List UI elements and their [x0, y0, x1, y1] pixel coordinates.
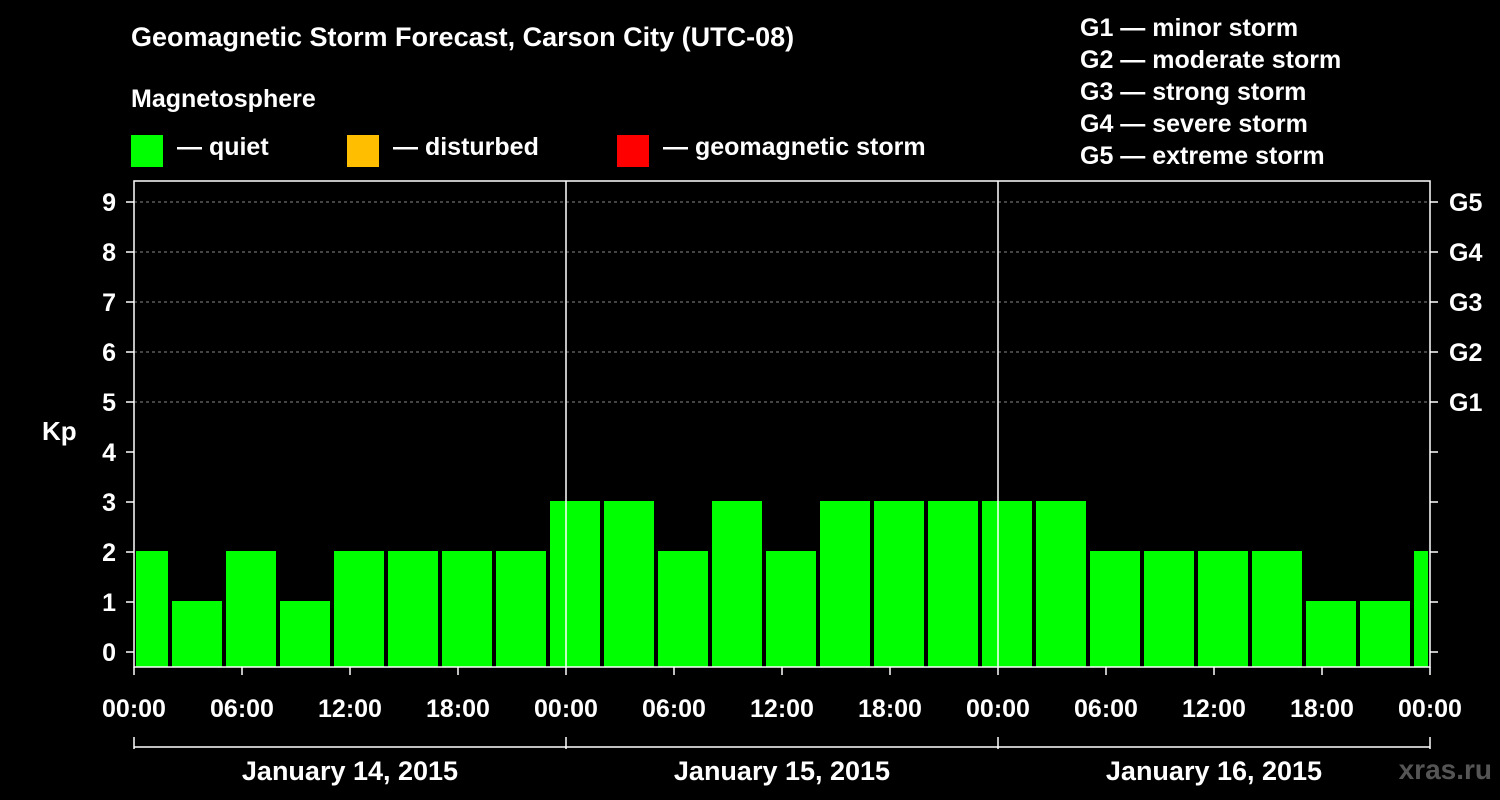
kp-bar — [280, 601, 330, 667]
kp-bar — [136, 551, 168, 667]
y-axis-label: Kp — [42, 416, 77, 446]
x-tick-label: 00:00 — [102, 695, 166, 723]
kp-bar — [550, 501, 600, 667]
kp-bar — [1414, 551, 1428, 667]
legend-label-quiet: — quiet — [177, 133, 269, 161]
y-tick-label: 9 — [102, 189, 116, 217]
legend-swatch-quiet — [131, 135, 163, 167]
y-tick-label: 0 — [102, 639, 116, 667]
y-tick-label: 4 — [102, 439, 116, 467]
legend-swatch-disturbed — [347, 135, 379, 167]
g-scale-g1: G1 — minor storm — [1080, 14, 1299, 42]
kp-bar — [658, 551, 708, 667]
kp-bar — [1144, 551, 1194, 667]
g-level-label: G1 — [1449, 389, 1482, 417]
kp-bar — [442, 551, 492, 667]
x-tick-label: 06:00 — [642, 695, 706, 723]
kp-bar — [388, 551, 438, 667]
x-tick-label: 00:00 — [1398, 695, 1462, 723]
x-tick-label: 06:00 — [1074, 695, 1138, 723]
kp-bar — [496, 551, 546, 667]
g-scale-g5: G5 — extreme storm — [1080, 142, 1325, 170]
day-label: January 15, 2015 — [674, 756, 890, 786]
x-tick-label: 00:00 — [966, 695, 1030, 723]
x-tick-label: 18:00 — [426, 695, 490, 723]
g-scale-g3: G3 — strong storm — [1080, 78, 1307, 106]
legend-label-disturbed: — disturbed — [393, 133, 539, 161]
y-tick-label: 2 — [102, 539, 116, 567]
kp-bar — [928, 501, 978, 667]
x-tick-label: 12:00 — [1182, 695, 1246, 723]
x-tick-label: 12:00 — [750, 695, 814, 723]
kp-bar — [334, 551, 384, 667]
kp-bar — [982, 501, 1032, 667]
chart-title: Geomagnetic Storm Forecast, Carson City … — [131, 22, 795, 52]
day-label: January 16, 2015 — [1106, 756, 1322, 786]
y-tick-label: 3 — [102, 489, 116, 517]
legend-label-storm: — geomagnetic storm — [663, 133, 926, 161]
kp-bar — [1036, 501, 1086, 667]
legend-swatch-storm — [617, 135, 649, 167]
y-tick-label: 6 — [102, 339, 116, 367]
y-tick-label: 1 — [102, 589, 116, 617]
g-scale-g4: G4 — severe storm — [1080, 110, 1308, 138]
g-level-label: G4 — [1449, 239, 1482, 267]
y-tick-label: 7 — [102, 289, 116, 317]
day-label: January 14, 2015 — [242, 756, 458, 786]
x-tick-label: 18:00 — [858, 695, 922, 723]
x-tick-label: 00:00 — [534, 695, 598, 723]
kp-bar — [1090, 551, 1140, 667]
kp-bar — [1360, 601, 1410, 667]
kp-bar — [766, 551, 816, 667]
magnetosphere-label: Magnetosphere — [131, 85, 316, 113]
kp-bar — [712, 501, 762, 667]
g-level-label: G5 — [1449, 189, 1482, 217]
x-tick-label: 18:00 — [1290, 695, 1354, 723]
kp-bar — [226, 551, 276, 667]
y-tick-label: 8 — [102, 239, 116, 267]
kp-bar — [1198, 551, 1248, 667]
kp-bar — [172, 601, 222, 667]
y-tick-label: 5 — [102, 389, 116, 417]
x-tick-label: 06:00 — [210, 695, 274, 723]
kp-bar — [1306, 601, 1356, 667]
kp-bar — [874, 501, 924, 667]
g-level-label: G2 — [1449, 339, 1482, 367]
x-tick-label: 12:00 — [318, 695, 382, 723]
kp-bar — [604, 501, 654, 667]
g-level-label: G3 — [1449, 289, 1482, 317]
kp-bar — [1252, 551, 1302, 667]
kp-bar — [820, 501, 870, 667]
g-scale-g2: G2 — moderate storm — [1080, 46, 1342, 74]
watermark: xras.ru — [1398, 754, 1492, 785]
